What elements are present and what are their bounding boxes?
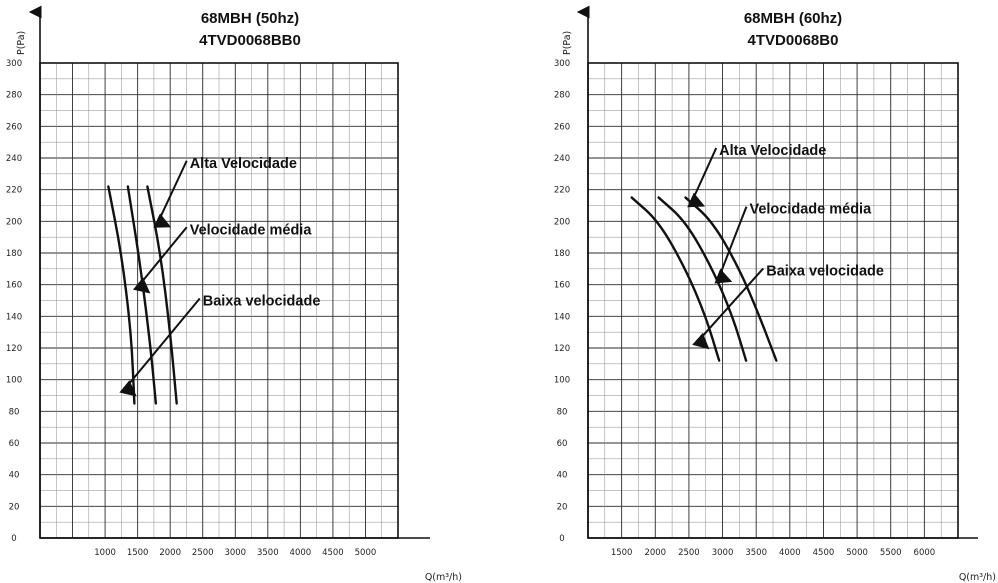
y-tick-labels-60hz: 0 20 40 60 80 100 120 140 160 180 200 220 240 260 280 3… <box>554 59 570 544</box>
y-tick-label: 240 <box>554 154 570 164</box>
y-tick-label: 260 <box>554 122 570 132</box>
chart-subtitle-60hz: 4TVD0068B0 <box>748 32 839 49</box>
y-tick-label: 20 <box>9 502 20 512</box>
y-tick-labels-50hz: 0 20 40 60 80 100 120 140 160 180 200 220 240 260 280 3… <box>6 59 22 544</box>
annotation-pointer <box>153 160 188 228</box>
y-tick-label: 200 <box>554 217 570 227</box>
annotation-pointer <box>119 297 201 397</box>
y-tick-label: 280 <box>6 91 22 101</box>
x-tick-label: 1500 <box>611 548 633 558</box>
y-axis-label-50hz: P(Pa) <box>16 31 27 55</box>
y-tick-label: 180 <box>6 249 22 259</box>
y-tick-label: 20 <box>557 502 568 512</box>
x-tick-label: 3500 <box>745 548 767 558</box>
annotation-pointer <box>692 267 765 350</box>
x-tick-label: 4500 <box>813 548 835 558</box>
x-tick-labels-60hz: 1500 2000 2500 3000 3500 4000 4500 5000 5500 6000 <box>611 548 935 558</box>
y-tick-label: 160 <box>6 281 22 291</box>
y-tick-label: 140 <box>554 312 570 322</box>
annotations-50hz: Alta Velocidade Velocidade média Baixa vel… <box>119 156 321 397</box>
y-tick-label: 0 <box>11 534 16 544</box>
x-tick-label: 3000 <box>712 548 734 558</box>
annotation-pointer <box>132 226 188 294</box>
y-tick-label: 220 <box>6 186 22 196</box>
y-tick-label: 60 <box>557 439 568 449</box>
x-tick-label: 2500 <box>678 548 700 558</box>
x-axis-label-50hz: Q(m³/h) <box>425 572 462 583</box>
y-tick-label: 300 <box>6 59 22 69</box>
x-tick-label: 2000 <box>159 548 181 558</box>
annotation-label: Alta Velocidade <box>719 143 826 159</box>
series-line-velocidade-média <box>126 185 158 405</box>
y-axis-label-60hz: P(Pa) <box>562 31 573 55</box>
y-tick-label: 100 <box>554 376 570 386</box>
grid-60hz <box>588 63 958 538</box>
x-tick-label: 4500 <box>322 548 344 558</box>
y-tick-label: 120 <box>6 344 22 354</box>
series-line-baixa-velocidade <box>630 196 721 362</box>
y-tick-label: 140 <box>6 312 22 322</box>
annotation-label: Alta Velocidade <box>190 156 297 172</box>
y-tick-label: 180 <box>554 249 570 259</box>
x-tick-label: 2000 <box>644 548 666 558</box>
y-tick-label: 40 <box>9 471 20 481</box>
y-tick-label: 240 <box>6 154 22 164</box>
chart-60hz: 68MBH (60hz) 4TVD0068B0 P(Pa) Q(m³/h) 0 2… <box>554 5 996 583</box>
y-tick-label: 0 <box>559 534 564 544</box>
y-tick-label: 280 <box>554 91 570 101</box>
series-line-alta-velocidade <box>146 185 178 405</box>
y-tick-label: 80 <box>557 407 568 417</box>
y-tick-label: 60 <box>9 439 20 449</box>
y-tick-label: 120 <box>554 344 570 354</box>
series-line-velocidade-média <box>657 196 748 362</box>
series-60hz <box>630 196 778 362</box>
x-tick-label: 6000 <box>914 548 936 558</box>
x-tick-label: 1500 <box>127 548 149 558</box>
x-axis-label-60hz: Q(m³/h) <box>959 572 996 583</box>
chart-50hz: 68MBH (50hz) 4TVD0068BB0 P(Pa) Q(m³/h) 0… <box>6 5 462 583</box>
y-tick-label: 200 <box>6 217 22 227</box>
y-tick-label: 100 <box>6 376 22 386</box>
x-tick-label: 2500 <box>192 548 214 558</box>
series-50hz <box>107 185 178 405</box>
y-tick-label: 40 <box>557 471 568 481</box>
annotation-pointer <box>687 147 718 208</box>
grid-50hz <box>40 63 398 538</box>
x-tick-label: 1000 <box>94 548 116 558</box>
annotation-pointer <box>714 206 748 284</box>
x-tick-label: 4000 <box>290 548 312 558</box>
x-tick-label: 5500 <box>880 548 902 558</box>
annotation-label: Baixa velocidade <box>766 263 884 279</box>
annotations-60hz: Alta Velocidade Velocidade média Baixa vel… <box>687 143 884 350</box>
y-tick-label: 160 <box>554 281 570 291</box>
x-tick-label: 5000 <box>355 548 377 558</box>
series-line-alta-velocidade <box>684 196 778 362</box>
x-tick-labels-50hz: 1000 1500 2000 2500 3000 3500 4000 4500 5000 <box>94 548 376 558</box>
chart-title-60hz: 68MBH (60hz) <box>744 10 842 27</box>
y-tick-label: 300 <box>554 59 570 69</box>
y-tick-label: 220 <box>554 186 570 196</box>
y-tick-label: 260 <box>6 122 22 132</box>
x-tick-label: 5000 <box>846 548 868 558</box>
chart-subtitle-50hz: 4TVD0068BB0 <box>199 32 301 49</box>
y-tick-label: 80 <box>9 407 20 417</box>
x-tick-label: 3500 <box>257 548 279 558</box>
annotation-label: Velocidade média <box>749 202 872 218</box>
annotation-label: Velocidade média <box>190 222 313 238</box>
chart-title-50hz: 68MBH (50hz) <box>201 10 299 27</box>
annotation-label: Baixa velocidade <box>203 294 321 310</box>
x-tick-label: 3000 <box>224 548 246 558</box>
x-tick-label: 4000 <box>779 548 801 558</box>
